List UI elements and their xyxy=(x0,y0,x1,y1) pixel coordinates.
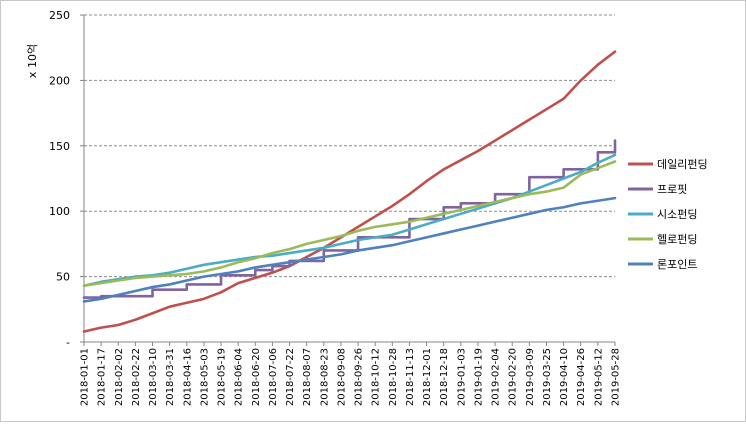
y-tick-label: 250 xyxy=(49,9,70,22)
x-tick-label: 2018-10-28 xyxy=(388,348,399,406)
x-tick-label: 2019-03-09 xyxy=(525,348,536,406)
x-tick-label: 2018-02-22 xyxy=(131,348,142,406)
x-tick-label: 2018-02-02 xyxy=(114,348,125,406)
x-tick-label: 2019-01-03 xyxy=(456,348,467,406)
x-tick-label: 2018-09-08 xyxy=(336,348,347,406)
x-tick-label: 2018-03-10 xyxy=(148,348,159,406)
x-tick-label: 2018-10-12 xyxy=(371,348,382,406)
legend-label: 헬로펀딩 xyxy=(657,233,697,246)
x-tick-label: 2018-03-31 xyxy=(165,348,176,406)
y-tick-label: 50 xyxy=(56,271,70,284)
x-tick-label: 2018-08-23 xyxy=(319,348,330,406)
x-tick-label: 2019-05-12 xyxy=(593,348,604,406)
legend-label: 시소펀딩 xyxy=(657,208,697,221)
y-tick-label: 150 xyxy=(49,140,70,153)
x-tick-label: 2019-04-10 xyxy=(559,348,570,406)
series-line-3 xyxy=(82,160,617,288)
series-line-4 xyxy=(82,196,617,303)
x-tick-label: 2018-05-19 xyxy=(217,348,228,406)
x-tick-label: 2018-01-17 xyxy=(97,348,108,406)
x-tick-label: 2018-12-18 xyxy=(439,348,450,406)
x-tick-label: 2019-04-26 xyxy=(576,348,587,406)
legend-label: 론포인트 xyxy=(657,258,697,271)
unit-label: x 10억 xyxy=(26,44,39,78)
x-tick-label: 2018-12-01 xyxy=(422,348,433,406)
gridlines xyxy=(84,14,615,278)
x-tick-label: 2018-06-04 xyxy=(234,348,245,406)
x-tick-label: 2019-01-19 xyxy=(473,348,484,406)
x-tick-label: 2019-03-25 xyxy=(542,348,553,406)
y-tick-label: - xyxy=(66,336,70,349)
x-tick-label: 2019-05-28 xyxy=(611,348,622,406)
x-tick-label: 2018-05-03 xyxy=(199,348,210,406)
x-tick-label: 2018-09-26 xyxy=(354,348,365,406)
series-line-2 xyxy=(82,153,617,288)
x-tick-label: 2019-02-20 xyxy=(508,348,519,406)
legend-label: 데일리펀딩 xyxy=(657,157,708,171)
x-tick-label: 2018-08-07 xyxy=(302,348,313,406)
x-tick-label: 2018-06-20 xyxy=(251,348,262,406)
x-tick-label: 2018-07-06 xyxy=(268,348,279,406)
x-tick-label: 2018-11-13 xyxy=(405,348,416,406)
x-tick-label: 2019-02-04 xyxy=(491,348,502,406)
x-tick-label: 2018-07-22 xyxy=(285,348,296,406)
x-tick-label: 2018-01-01 xyxy=(80,348,91,406)
y-tick-label: 100 xyxy=(49,205,70,218)
y-tick-label: 200 xyxy=(49,74,70,87)
axes: - 50 100 150 200 250 2018-01-01 2018-01-17 2018-… xyxy=(49,9,622,406)
legend-label: 프로핏 xyxy=(657,183,687,196)
series-lines xyxy=(82,50,617,333)
x-tick-label: 2018-04-16 xyxy=(182,348,193,406)
